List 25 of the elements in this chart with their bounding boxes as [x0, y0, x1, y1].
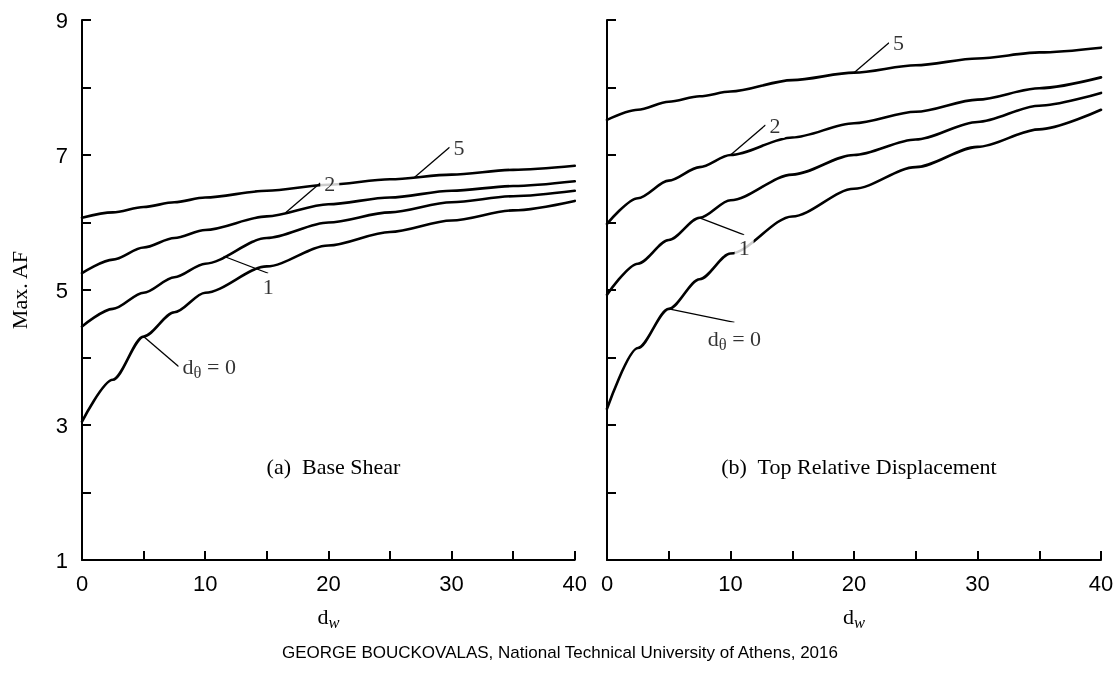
- annotation: 2: [769, 112, 781, 138]
- text: (a) Base Shear: [266, 453, 402, 479]
- x-tick-label: 20: [316, 570, 341, 596]
- x-tick-label: 30: [965, 570, 990, 596]
- y-tick-label: 9: [55, 7, 68, 33]
- x-tick-label: 40: [562, 570, 588, 596]
- x-tick-label: 0: [600, 570, 614, 596]
- y-axis-title: Max. AF: [6, 250, 32, 330]
- x-tick-label: 10: [718, 570, 743, 596]
- text: GEORGE BOUCKOVALAS, National Technical University of Athens, 2016: [281, 643, 839, 663]
- annotation: 2: [324, 170, 336, 196]
- y-tick-label: 3: [55, 412, 68, 438]
- x-tick-label: 30: [439, 570, 464, 596]
- y-tick-label: 1: [55, 547, 68, 573]
- x-tick-label: 40: [1088, 570, 1114, 596]
- x-tick-label: 0: [75, 570, 89, 596]
- text: (b) Top Relative Displacement: [721, 453, 997, 479]
- x-tick-label: 10: [192, 570, 218, 596]
- annotation: 5: [453, 134, 465, 160]
- y-tick-label: 5: [55, 277, 68, 303]
- annotation: 1: [262, 273, 274, 299]
- x-tick-label: 20: [841, 570, 867, 596]
- annotation: 5: [893, 30, 904, 56]
- annotation: 1: [738, 235, 750, 261]
- y-tick-label: 7: [55, 142, 68, 168]
